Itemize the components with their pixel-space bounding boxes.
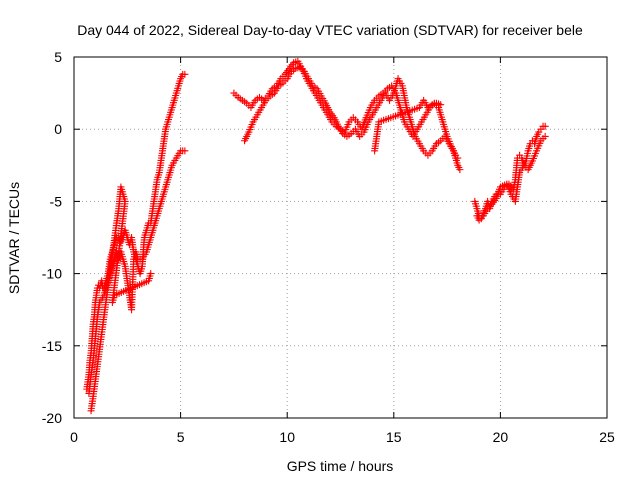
x-tick-label: 20 xyxy=(493,429,509,445)
chart-title: Day 044 of 2022, Sidereal Day-to-day VTE… xyxy=(77,22,583,38)
x-axis-label: GPS time / hours xyxy=(287,458,394,474)
y-tick-label: -20 xyxy=(42,410,62,426)
y-axis-label: SDTVAR / TECUs xyxy=(6,182,22,294)
y-tick-label: 5 xyxy=(54,49,62,65)
data-point xyxy=(437,101,445,109)
data-point xyxy=(541,132,549,140)
y-tick-label: -5 xyxy=(50,193,63,209)
x-tick-label: 25 xyxy=(599,429,615,445)
x-tick-label: 0 xyxy=(70,429,78,445)
data-point xyxy=(541,122,549,130)
plot-frame xyxy=(73,56,608,419)
data-points xyxy=(83,57,549,415)
data-point xyxy=(147,270,155,278)
x-tick-label: 15 xyxy=(386,429,402,445)
axis-ticks: 0 5 10 15 20 25 -20 -15 -10 -5 0 5 xyxy=(42,49,615,445)
data-point xyxy=(181,70,189,78)
x-tick-label: 10 xyxy=(279,429,295,445)
y-tick-label: 0 xyxy=(54,121,62,137)
y-tick-label: -15 xyxy=(42,338,62,354)
data-point xyxy=(181,147,189,155)
x-tick-label: 5 xyxy=(177,429,185,445)
y-tick-label: -10 xyxy=(42,266,62,282)
data-point xyxy=(456,166,464,174)
